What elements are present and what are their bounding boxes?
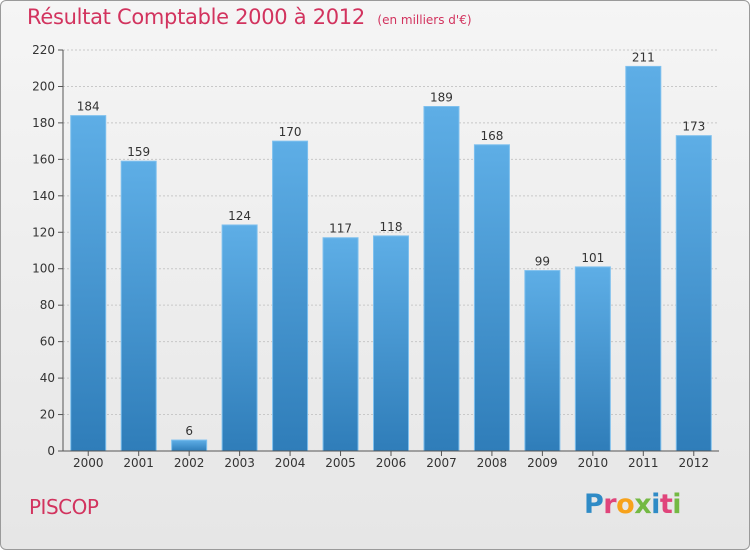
x-tick-label: 2011	[628, 456, 659, 470]
data-label: 6	[185, 424, 193, 438]
y-tick-label: 20	[40, 408, 55, 422]
chart-title: Résultat Comptable 2000 à 2012 (en milli…	[27, 5, 472, 29]
data-label: 101	[581, 251, 604, 265]
bar	[675, 135, 712, 452]
commune-name: PISCOP	[29, 495, 99, 519]
data-label: 99	[535, 255, 550, 269]
bar	[473, 144, 510, 452]
logo-letter: o	[616, 489, 635, 520]
logo-letter: i	[651, 489, 660, 520]
bar	[171, 439, 208, 452]
y-tick-label: 120	[32, 225, 55, 239]
x-tick-label: 2007	[426, 456, 457, 470]
x-tick-label: 2004	[275, 456, 306, 470]
y-tick-label: 160	[32, 152, 55, 166]
bar	[574, 266, 611, 452]
logo-letter: P	[584, 489, 604, 520]
x-tick-label: 2003	[224, 456, 255, 470]
data-label: 211	[632, 50, 655, 64]
data-label: 184	[77, 100, 100, 114]
y-tick-label: 0	[47, 444, 55, 458]
bar	[373, 235, 409, 452]
data-label: 173	[682, 120, 705, 134]
data-label: 168	[480, 129, 503, 143]
data-label: 170	[279, 125, 302, 139]
x-tick-label: 2005	[325, 456, 356, 470]
logo-letter: x	[634, 489, 652, 520]
y-tick-label: 140	[32, 189, 55, 203]
bar	[625, 65, 662, 452]
logo-letter: t	[659, 489, 673, 520]
y-tick-label: 100	[32, 262, 55, 276]
logo-letter: i	[672, 489, 682, 520]
x-tick-label: 2002	[174, 456, 205, 470]
x-tick-label: 2010	[578, 456, 609, 470]
y-tick-label: 80	[40, 298, 55, 312]
logo-letter: r	[603, 489, 617, 520]
y-tick-label: 180	[32, 116, 55, 130]
x-tick-label: 2008	[477, 456, 508, 470]
x-tick-label: 2012	[678, 456, 709, 470]
data-label: 117	[329, 222, 352, 236]
data-label: 159	[127, 145, 150, 159]
bar	[120, 160, 157, 452]
data-label: 189	[430, 91, 453, 105]
x-tick-label: 2000	[73, 456, 104, 470]
x-tick-label: 2006	[376, 456, 407, 470]
y-tick-label: 40	[40, 371, 55, 385]
bar	[221, 224, 258, 452]
bar	[322, 237, 359, 452]
bar	[423, 106, 460, 452]
bar	[70, 115, 107, 452]
y-tick-label: 200	[32, 79, 55, 93]
chart-title-unit: (en milliers d'€)	[377, 13, 472, 27]
bar	[272, 140, 309, 452]
x-tick-label: 2009	[527, 456, 558, 470]
data-label: 124	[228, 209, 251, 223]
y-tick-label: 220	[32, 43, 55, 57]
bar	[524, 270, 561, 452]
data-label: 118	[380, 220, 403, 234]
x-tick-label: 2001	[123, 456, 154, 470]
y-tick-label: 60	[40, 335, 55, 349]
chart-title-main: Résultat Comptable 2000 à 2012	[27, 5, 365, 29]
proxiti-logo: Proxiti	[584, 489, 682, 520]
